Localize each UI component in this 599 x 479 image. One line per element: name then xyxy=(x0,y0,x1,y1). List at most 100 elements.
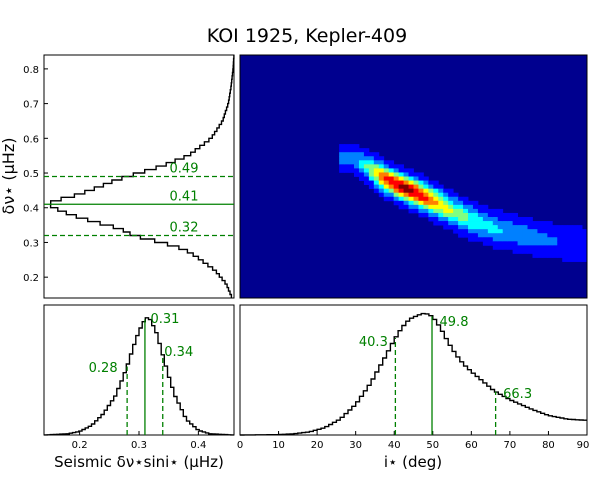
heatmap-cell xyxy=(507,212,514,218)
heatmap-cell xyxy=(482,241,489,246)
marker-label-bottom-left: 0.31 xyxy=(150,312,179,327)
heatmap-cell xyxy=(368,156,375,161)
heatmap-cell xyxy=(443,208,449,214)
heatmap-cell xyxy=(438,200,444,206)
heatmap-cell xyxy=(418,196,424,202)
histogram-curve-bottom-left xyxy=(44,317,234,436)
heatmap-cell xyxy=(497,225,504,230)
heatmap-cell xyxy=(388,176,395,181)
heatmap-cell xyxy=(388,180,395,185)
heatmap-cell xyxy=(512,225,518,230)
panel-frame-bottom-left xyxy=(43,304,235,436)
heatmap-cell xyxy=(358,168,365,173)
heatmap-cell xyxy=(463,229,469,234)
heatmap-cell xyxy=(552,241,558,246)
heatmap-cell xyxy=(552,253,558,258)
heatmap-cell xyxy=(463,196,469,202)
heatmap-cell xyxy=(477,237,484,242)
heatmap-cell xyxy=(482,208,489,214)
heatmap-cell xyxy=(577,237,583,242)
heatmap-cell xyxy=(557,241,563,246)
heatmap-cell xyxy=(487,212,494,218)
heatmap-cell xyxy=(344,168,350,173)
heatmap-cell xyxy=(393,176,400,181)
heatmap-cell xyxy=(373,172,380,177)
heatmap-cell xyxy=(383,160,390,165)
heatmap-cell xyxy=(542,249,548,254)
heatmap-cell xyxy=(448,196,454,202)
heatmap-cell xyxy=(383,164,390,169)
heatmap-cell xyxy=(349,168,355,173)
heatmap-cell xyxy=(408,184,414,190)
heatmap-cell xyxy=(344,152,350,157)
x-tick-label-bottom-right: 20 xyxy=(311,440,324,451)
heatmap-cell xyxy=(443,225,449,230)
heatmap-cell xyxy=(497,245,504,250)
heatmap-cell xyxy=(378,168,385,173)
heatmap-cell xyxy=(349,160,355,165)
heatmap-cell xyxy=(567,233,573,238)
heatmap-cell xyxy=(537,245,543,250)
heatmap-cell xyxy=(502,245,509,250)
heatmap-cell xyxy=(418,176,424,181)
heatmap-cell xyxy=(482,212,489,218)
heatmap-cell xyxy=(393,184,400,190)
heatmap-cell xyxy=(517,225,523,230)
heatmap-cell xyxy=(398,196,404,202)
panel-bottom-right: 0 10 20 30 40 50 60 70 80 90 40.3 49.8 66.3 xyxy=(237,312,589,451)
heatmap-cell xyxy=(344,144,350,149)
y-tick-label-top-left: 0.6 xyxy=(23,134,39,145)
heatmap-cell xyxy=(354,172,360,177)
heatmap-cell xyxy=(423,188,429,194)
heatmap-cell xyxy=(448,212,454,218)
y-tick-label-top-left: 0.5 xyxy=(23,169,39,180)
heatmap-cell xyxy=(582,241,588,246)
heatmap-cell xyxy=(418,172,424,177)
heatmap-cell xyxy=(547,225,553,230)
heatmap-cell xyxy=(383,196,390,202)
heatmap-cell xyxy=(368,160,375,165)
heatmap-cell xyxy=(567,253,573,258)
heatmap-cell xyxy=(472,212,479,218)
heatmap-cell xyxy=(453,221,459,226)
heatmap-cell xyxy=(517,249,523,254)
heatmap-cell xyxy=(477,233,484,238)
heatmap-cell xyxy=(433,192,439,198)
heatmap-cell xyxy=(418,200,424,206)
heatmap-cell xyxy=(512,217,518,222)
heatmap-cell xyxy=(562,233,568,238)
heatmap-cell xyxy=(408,180,414,185)
heatmap-cell xyxy=(358,160,365,165)
heatmap-cell xyxy=(468,204,474,210)
heatmap-cell xyxy=(349,156,355,161)
heatmap-cell xyxy=(557,233,563,238)
heatmap-cell xyxy=(398,172,404,177)
heatmap-cell xyxy=(477,225,484,230)
heatmap-cell xyxy=(517,221,523,226)
marker-label-top-left: 0.49 xyxy=(170,162,199,177)
heatmap-cell xyxy=(378,176,385,181)
heatmap-cell xyxy=(567,245,573,250)
heatmap-cell xyxy=(567,257,573,262)
heatmap-cell xyxy=(403,180,409,185)
heatmap-cell xyxy=(358,172,365,177)
heatmap-cell xyxy=(438,221,444,226)
histogram-curve-bottom-right xyxy=(240,312,587,436)
heatmap-cell xyxy=(542,245,548,250)
heatmap-cell xyxy=(572,225,578,230)
heatmap-cell xyxy=(408,204,414,210)
heatmap-cell xyxy=(458,229,464,234)
heatmap-cell xyxy=(373,164,380,169)
heatmap-cell xyxy=(413,180,419,185)
heatmap-cell xyxy=(438,217,444,222)
heatmap-cell xyxy=(572,249,578,254)
heatmap-cell xyxy=(497,233,504,238)
heatmap-cell xyxy=(443,192,449,198)
heatmap-cell xyxy=(477,217,484,222)
heatmap-cell xyxy=(492,212,499,218)
heatmap-cell xyxy=(522,237,528,242)
y-axis-label-top-left: δν⋆ (μHz) xyxy=(0,138,18,215)
y-tick-label-top-left: 0.8 xyxy=(23,65,39,76)
heatmap-cell xyxy=(398,184,404,190)
